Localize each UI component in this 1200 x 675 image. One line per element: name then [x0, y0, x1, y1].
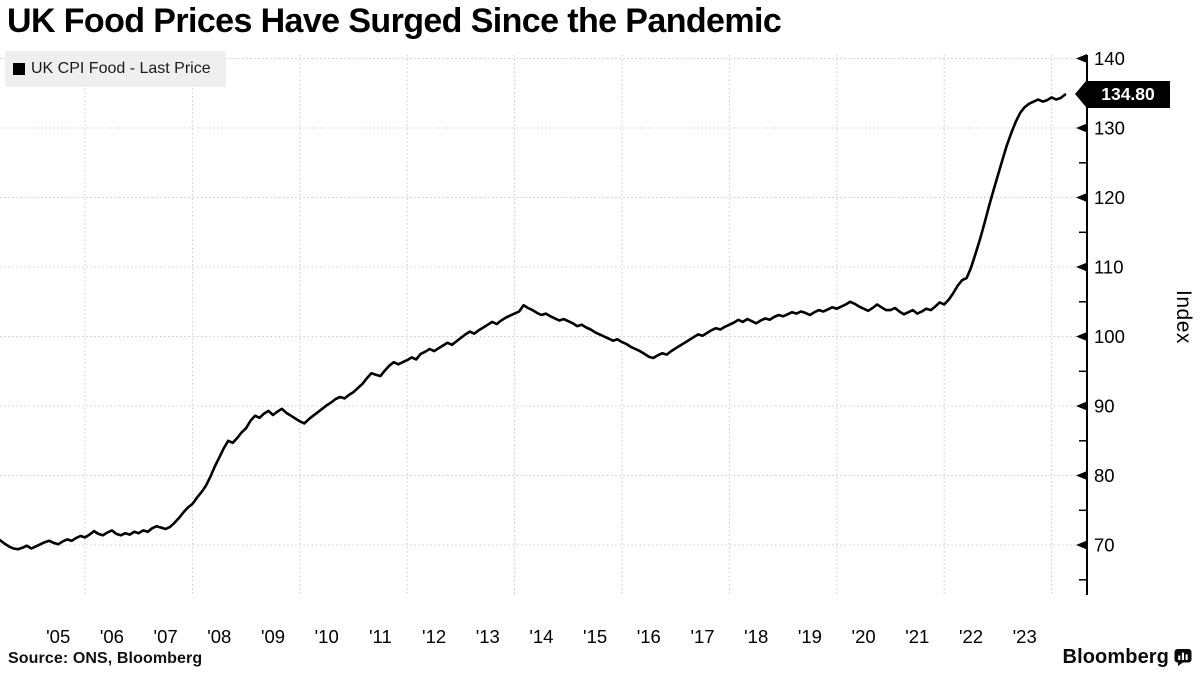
y-tick-label: 120 [1094, 187, 1125, 208]
y-tick-arrow-icon [1076, 193, 1087, 202]
x-tick-label: '23 [1013, 626, 1037, 647]
x-tick-label: '22 [959, 626, 983, 647]
x-tick-label: '16 [637, 626, 661, 647]
y-tick-label: 140 [1094, 48, 1125, 69]
x-tick-label: '07 [154, 626, 178, 647]
x-tick-label: '06 [100, 626, 124, 647]
source-note: Source: ONS, Bloomberg [8, 650, 203, 667]
y-tick-label: 130 [1094, 118, 1125, 139]
x-tick-label: '11 [369, 626, 392, 647]
x-tick-label: '12 [422, 626, 446, 647]
y-tick-label: 90 [1094, 396, 1115, 417]
y-axis-title: Index [1172, 290, 1195, 344]
x-tick-label: '19 [798, 626, 822, 647]
last-price-tag: 134.80 [1075, 81, 1170, 108]
x-tick-label: '10 [315, 626, 339, 647]
x-tick-label: '18 [744, 626, 768, 647]
chart-title: UK Food Prices Have Surged Since the Pan… [7, 2, 782, 40]
x-tick-label: '13 [476, 626, 500, 647]
legend: UK CPI Food - Last Price [5, 51, 226, 87]
y-tick-arrow-icon [1076, 540, 1087, 550]
y-tick-arrow-icon [1076, 332, 1087, 341]
bloomberg-logo: Bloomberg [1063, 646, 1192, 669]
y-tick-label: 80 [1094, 465, 1115, 486]
legend-label: UK CPI Food - Last Price [31, 60, 211, 77]
bloomberg-terminal-icon [1174, 649, 1192, 666]
y-tick-arrow-icon [1076, 123, 1087, 133]
x-tick-label: '15 [583, 626, 607, 647]
bloomberg-wordmark: Bloomberg [1062, 646, 1169, 668]
x-tick-label: '09 [261, 626, 285, 647]
legend-swatch-icon [13, 63, 25, 75]
x-tick-label: '08 [207, 626, 231, 647]
x-tick-label: '05 [46, 626, 70, 647]
price-line [0, 93, 1067, 551]
y-tick-arrow-icon [1076, 54, 1087, 63]
y-tick-arrow-icon [1076, 401, 1087, 411]
y-tick-label: 110 [1094, 257, 1124, 278]
y-tick-arrow-icon [1076, 471, 1087, 480]
y-tick-arrow-icon [1076, 262, 1087, 272]
x-tick-label: '14 [529, 626, 553, 647]
x-tick-label: '21 [905, 626, 929, 647]
x-tick-label: '17 [690, 626, 714, 647]
y-tick-label: 70 [1094, 535, 1115, 556]
x-tick-label: '20 [852, 626, 876, 647]
y-tick-label: 100 [1094, 326, 1125, 347]
